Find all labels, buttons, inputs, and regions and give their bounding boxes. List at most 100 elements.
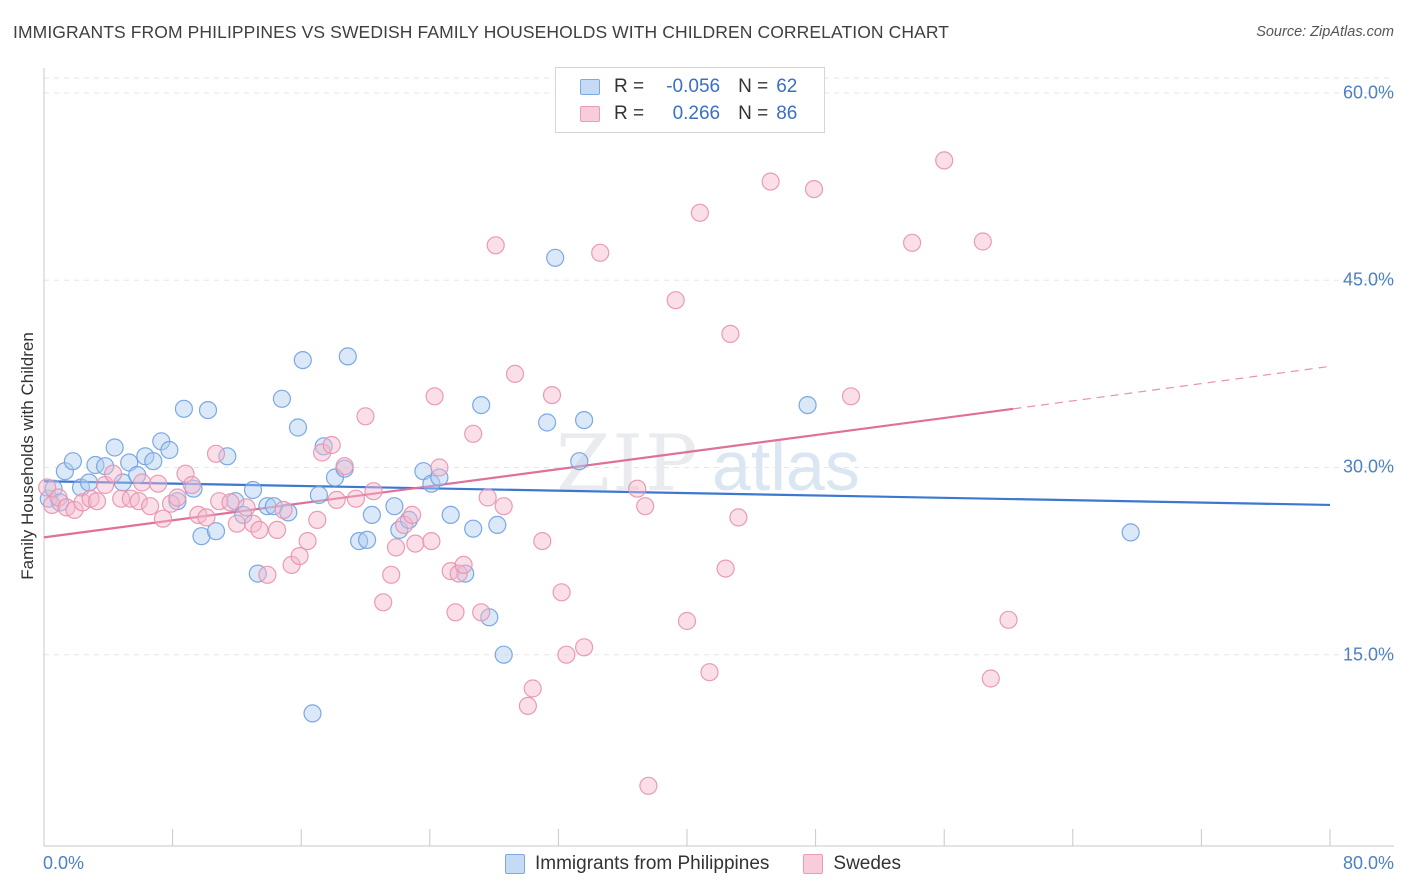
point-swedes bbox=[533, 531, 552, 551]
trend-line-swedes bbox=[43, 407, 1014, 539]
point-swedes bbox=[981, 669, 1000, 688]
point-swedes bbox=[250, 520, 269, 540]
series-swatch-philippines bbox=[504, 854, 525, 874]
trend-line-philippines bbox=[43, 480, 1331, 507]
point-philippines bbox=[537, 413, 557, 432]
point-swedes bbox=[176, 464, 195, 483]
point-swedes bbox=[700, 663, 719, 682]
point-swedes bbox=[761, 172, 780, 191]
points-swedes bbox=[38, 151, 1018, 795]
point-philippines bbox=[570, 452, 589, 471]
point-philippines bbox=[494, 645, 513, 664]
point-swedes bbox=[103, 464, 123, 483]
point-swedes bbox=[523, 679, 542, 698]
point-swedes bbox=[666, 291, 685, 310]
point-swedes bbox=[721, 324, 740, 343]
point-swedes bbox=[382, 565, 401, 584]
point-swedes bbox=[505, 364, 525, 383]
point-swedes bbox=[639, 776, 658, 795]
point-philippines bbox=[546, 248, 565, 267]
x-tick-max: 80.0% bbox=[1342, 853, 1394, 873]
legend-n-label: N = bbox=[738, 76, 769, 97]
point-swedes bbox=[478, 488, 497, 507]
point-swedes bbox=[87, 492, 107, 511]
point-swedes bbox=[168, 488, 187, 507]
correlation-legend: R = -0.056 N = 62 R = 0.266 N = 86 bbox=[555, 67, 825, 133]
watermark-zip: ZIP bbox=[556, 419, 700, 509]
point-swedes bbox=[729, 508, 748, 527]
point-swedes bbox=[356, 407, 375, 426]
point-swedes bbox=[677, 611, 697, 631]
point-philippines bbox=[385, 497, 404, 516]
point-swedes bbox=[112, 489, 131, 508]
point-philippines bbox=[144, 452, 163, 471]
point-swedes bbox=[258, 565, 277, 584]
point-philippines bbox=[105, 438, 124, 457]
point-swedes bbox=[227, 514, 246, 533]
point-swedes bbox=[182, 475, 201, 495]
point-philippines bbox=[362, 505, 381, 525]
point-philippines bbox=[206, 522, 226, 541]
point-philippines bbox=[293, 351, 312, 370]
point-swedes bbox=[386, 538, 406, 557]
point-philippines bbox=[198, 401, 218, 420]
point-swedes bbox=[574, 638, 594, 657]
point-swedes bbox=[141, 497, 160, 516]
x-tick-min: 0.0% bbox=[43, 853, 85, 873]
legend-r-value: 0.266 bbox=[672, 103, 721, 124]
point-swedes bbox=[425, 387, 444, 406]
trend-lines bbox=[43, 365, 1331, 539]
point-swedes bbox=[322, 435, 341, 455]
point-swedes bbox=[364, 482, 383, 501]
legend-n-label: N = bbox=[738, 103, 769, 124]
series-legend-swedes: Swedes bbox=[803, 853, 901, 875]
point-swedes bbox=[804, 180, 824, 199]
point-philippines bbox=[79, 473, 99, 492]
point-swedes bbox=[237, 498, 256, 517]
point-swedes bbox=[973, 232, 992, 251]
trend-line-swedes-extension bbox=[1013, 365, 1331, 410]
legend-r-label: R = bbox=[614, 76, 645, 97]
point-swedes bbox=[902, 233, 922, 252]
point-swedes bbox=[591, 243, 610, 262]
point-swedes bbox=[335, 457, 354, 476]
point-swedes bbox=[486, 236, 505, 255]
point-philippines bbox=[63, 452, 83, 471]
series-legend-philippines: Immigrants from Philippines bbox=[504, 853, 769, 875]
point-philippines bbox=[174, 399, 193, 418]
point-philippines bbox=[338, 347, 357, 366]
point-swedes bbox=[149, 474, 168, 493]
point-philippines bbox=[272, 389, 291, 408]
point-swedes bbox=[153, 509, 173, 528]
legend-n-value: 62 bbox=[776, 76, 798, 97]
legend-swatch-swedes bbox=[580, 106, 600, 122]
point-swedes bbox=[129, 492, 148, 511]
point-philippines bbox=[430, 468, 449, 487]
series-swatch-swedes bbox=[803, 854, 824, 874]
legend-swatch-philippines bbox=[580, 79, 600, 95]
point-swedes bbox=[346, 489, 365, 508]
point-philippines bbox=[441, 505, 460, 525]
point-swedes bbox=[42, 495, 62, 514]
point-swedes bbox=[403, 505, 422, 525]
point-swedes bbox=[464, 424, 483, 443]
point-swedes bbox=[197, 508, 216, 527]
point-philippines bbox=[358, 530, 377, 550]
point-swedes bbox=[557, 645, 576, 664]
legend-n-value: 86 bbox=[776, 103, 798, 124]
point-swedes bbox=[274, 500, 293, 519]
point-swedes bbox=[494, 497, 513, 516]
y-tick-label: 30.0% bbox=[1342, 456, 1394, 477]
source-credit: Source: ZipAtlas.com bbox=[1256, 24, 1394, 40]
point-philippines bbox=[464, 519, 483, 538]
point-swedes bbox=[446, 603, 465, 622]
legend-row-swedes: R = 0.266 N = 86 bbox=[580, 100, 797, 128]
point-swedes bbox=[935, 151, 954, 170]
y-tick-label: 45.0% bbox=[1342, 269, 1394, 290]
point-swedes bbox=[290, 546, 309, 566]
point-swedes bbox=[552, 583, 571, 602]
series-label-swedes: Swedes bbox=[833, 853, 902, 874]
point-swedes bbox=[472, 603, 491, 622]
y-tick-label: 15.0% bbox=[1342, 644, 1394, 665]
point-philippines bbox=[86, 455, 105, 475]
